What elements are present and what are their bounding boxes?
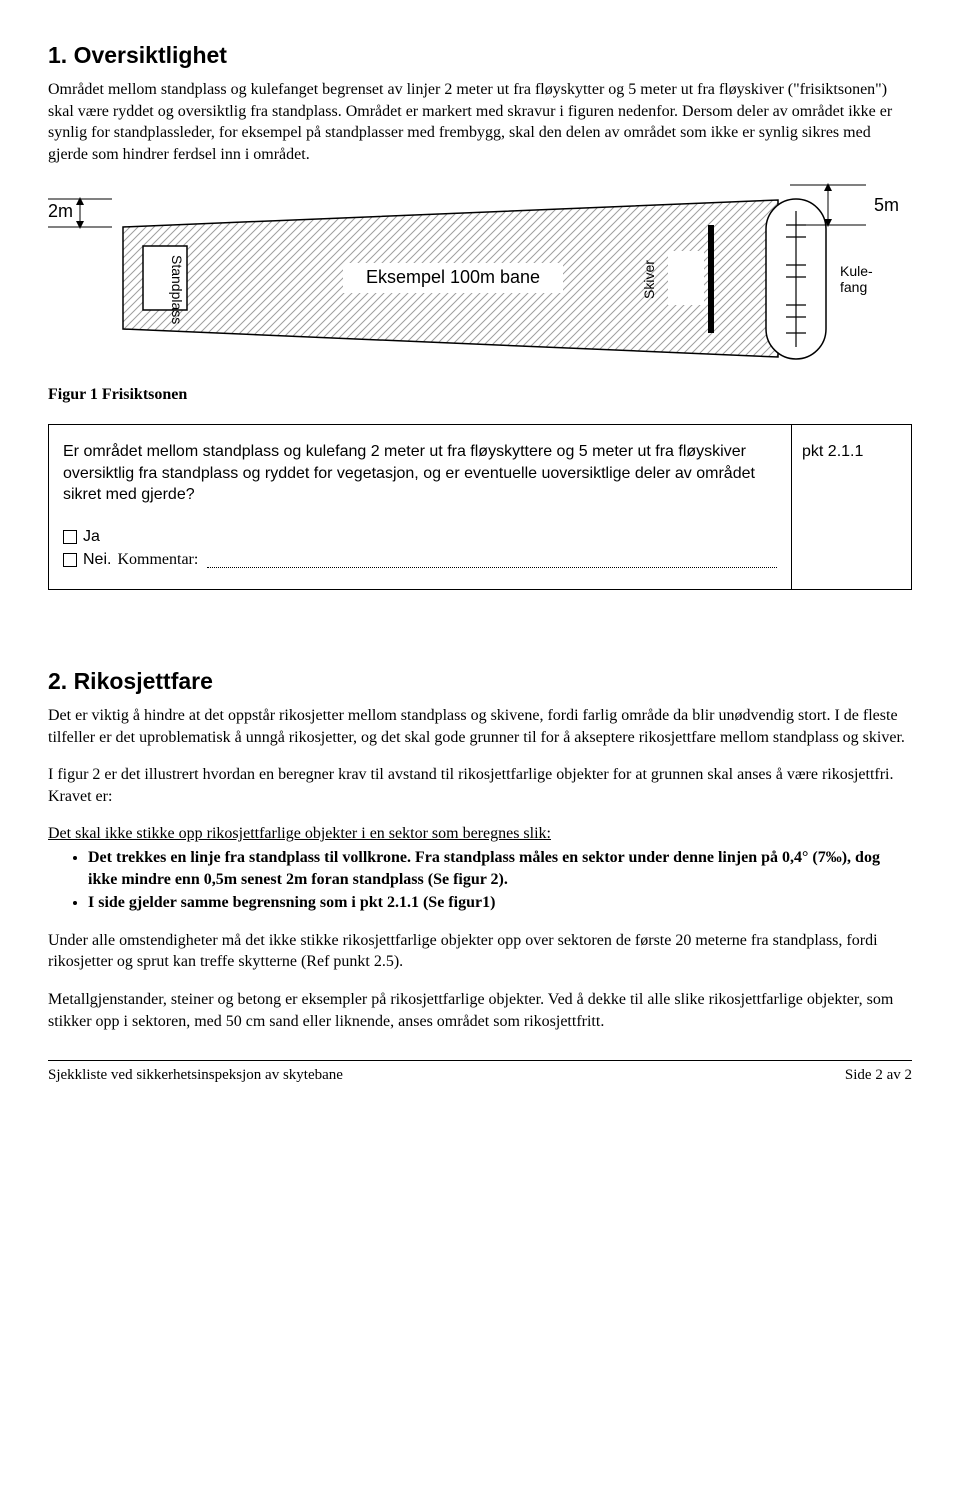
option-no-label: Nei. bbox=[83, 549, 111, 571]
option-no-row: Nei. Kommentar: bbox=[63, 549, 777, 571]
section-1-para-1: Området mellom standplass og kulefanget … bbox=[48, 79, 912, 165]
section-2-para-4: Metallgjenstander, steiner og betong er … bbox=[48, 989, 912, 1032]
left-dimension: 2m bbox=[48, 199, 112, 227]
option-no-suffix: Kommentar: bbox=[117, 549, 198, 571]
question-1-text: Er området mellom standplass og kulefang… bbox=[63, 441, 777, 506]
bullet-1: Det trekkes en linje fra standplass til … bbox=[88, 847, 912, 890]
standplass-label: Standplass bbox=[169, 255, 185, 324]
footer-left: Sjekkliste ved sikkerhetsinspeksjon av s… bbox=[48, 1065, 343, 1085]
option-yes-label: Ja bbox=[83, 526, 100, 548]
kulefang-label-2: fang bbox=[840, 279, 867, 295]
section-2-para-2: I figur 2 er det illustrert hvordan en b… bbox=[48, 764, 912, 807]
question-1-left: Er området mellom standplass og kulefang… bbox=[49, 425, 791, 589]
bullet-2: I side gjelder samme begrensning som i p… bbox=[88, 892, 912, 914]
figure-1-diagram: 2m Standplass Eksempel 100m bane Skiver bbox=[48, 181, 912, 366]
footer-right: Side 2 av 2 bbox=[845, 1065, 912, 1085]
skiver-bar bbox=[708, 225, 714, 333]
option-yes-row: Ja bbox=[63, 526, 777, 548]
right-dim-label: 5m bbox=[874, 195, 899, 215]
page-footer: Sjekkliste ved sikkerhetsinspeksjon av s… bbox=[48, 1060, 912, 1085]
center-label: Eksempel 100m bane bbox=[366, 267, 540, 287]
section-2-para-3: Under alle omstendigheter må det ikke st… bbox=[48, 930, 912, 973]
skiver-label: Skiver bbox=[641, 260, 657, 299]
section-2-title: 2. Rikosjettfare bbox=[48, 666, 912, 697]
comment-line[interactable] bbox=[207, 552, 777, 568]
left-dim-label: 2m bbox=[48, 201, 73, 221]
kulefang-label-1: Kule- bbox=[840, 263, 873, 279]
kulefang-group: Kule- fang bbox=[766, 199, 873, 359]
range-shape: Standplass Eksempel 100m bane Skiver bbox=[123, 200, 778, 357]
rule-lead: Det skal ikke stikke opp rikosjettfarlig… bbox=[48, 825, 551, 842]
checkbox-yes[interactable] bbox=[63, 530, 77, 544]
question-1-ref: pkt 2.1.1 bbox=[791, 425, 911, 589]
section-1-title: 1. Oversiktlighet bbox=[48, 40, 912, 71]
section-2-para-1: Det er viktig å hindre at det oppstår ri… bbox=[48, 705, 912, 748]
question-1-box: Er området mellom standplass og kulefang… bbox=[48, 424, 912, 590]
figure-1-caption: Figur 1 Frisiktsonen bbox=[48, 384, 912, 406]
checkbox-no[interactable] bbox=[63, 553, 77, 567]
rule-bullets: Det trekkes en linje fra standplass til … bbox=[48, 847, 912, 914]
